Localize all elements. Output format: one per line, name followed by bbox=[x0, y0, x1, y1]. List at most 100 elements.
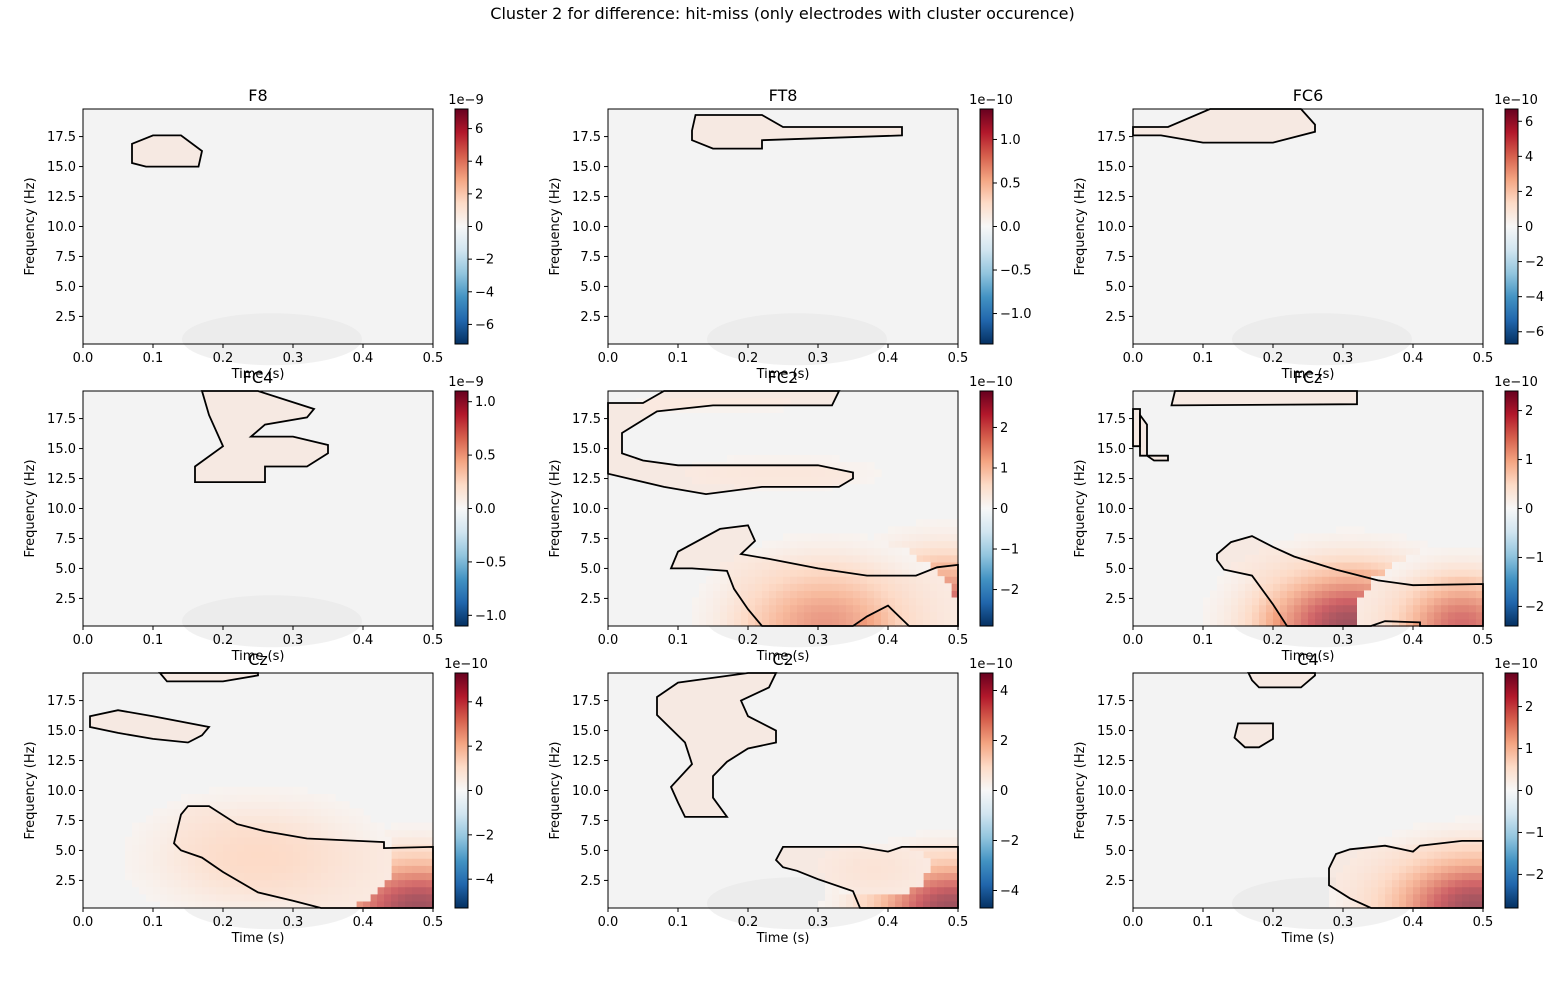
heatmap-cell bbox=[867, 879, 875, 888]
heatmap-cell bbox=[1315, 561, 1323, 570]
heatmap-cell bbox=[1336, 618, 1344, 627]
heatmap-cell bbox=[1399, 604, 1407, 613]
heatmap-cell bbox=[937, 554, 945, 563]
heatmap-cell bbox=[391, 872, 399, 881]
heatmap-cell bbox=[692, 469, 700, 478]
heatmap-cell bbox=[202, 808, 210, 817]
heatmap-cell bbox=[181, 872, 189, 881]
heatmap-cell bbox=[1399, 554, 1407, 563]
heatmap-cell bbox=[944, 865, 952, 873]
heatmap-cell bbox=[146, 865, 154, 873]
heatmap-cell bbox=[790, 469, 798, 478]
heatmap-cell bbox=[1371, 590, 1379, 599]
heatmap-cell bbox=[202, 801, 210, 809]
heatmap-cell bbox=[699, 604, 707, 613]
heatmap-cell bbox=[741, 569, 749, 577]
heatmap-cell bbox=[916, 836, 924, 845]
heatmap-cell bbox=[265, 858, 273, 866]
heatmap-cell bbox=[1357, 879, 1365, 888]
heatmap-cell bbox=[678, 398, 686, 406]
heatmap-cell bbox=[1469, 851, 1477, 859]
heatmap-cell bbox=[286, 836, 294, 845]
heatmap-cell bbox=[244, 808, 252, 817]
colorbar bbox=[1504, 108, 1519, 345]
heatmap-cell bbox=[426, 829, 434, 838]
heatmap-cell bbox=[286, 872, 294, 881]
heatmap-cell bbox=[783, 576, 791, 584]
heatmap-cell bbox=[209, 879, 217, 888]
heatmap-cell bbox=[741, 554, 749, 563]
heatmap-cell bbox=[727, 405, 735, 413]
heatmap-cell bbox=[888, 851, 896, 859]
heatmap-background bbox=[83, 109, 433, 344]
heatmap-cell bbox=[874, 851, 882, 859]
heatmap-cell bbox=[1448, 554, 1456, 563]
heatmap-cell bbox=[1476, 893, 1484, 902]
y-tick-label: 10.0 bbox=[1097, 220, 1126, 235]
heatmap-cell bbox=[342, 865, 350, 873]
heatmap-cell bbox=[1336, 590, 1344, 599]
heatmap-cell bbox=[1434, 851, 1442, 859]
heatmap-cell bbox=[839, 893, 847, 902]
heatmap-cell bbox=[1252, 590, 1260, 599]
heatmap-cell bbox=[1294, 604, 1302, 613]
heatmap-cell bbox=[160, 808, 168, 817]
heatmap-cell bbox=[720, 590, 728, 599]
heatmap-cell bbox=[146, 872, 154, 881]
heatmap-cell bbox=[258, 836, 266, 845]
heatmap-cell bbox=[909, 554, 917, 563]
heatmap-cell bbox=[174, 851, 182, 859]
heatmap-cell bbox=[769, 590, 777, 599]
heatmap-cell bbox=[776, 590, 784, 599]
heatmap-cell bbox=[1413, 547, 1421, 556]
heatmap-cell bbox=[846, 469, 854, 478]
heatmap-cell bbox=[1322, 547, 1330, 556]
heatmap-cell bbox=[398, 893, 406, 902]
colorbar-tick-label: 4 bbox=[475, 695, 483, 710]
heatmap-cell bbox=[860, 476, 868, 485]
heatmap-cell bbox=[181, 808, 189, 817]
heatmap-cell bbox=[363, 843, 371, 852]
heatmap-cell bbox=[1420, 829, 1428, 838]
y-tick-label: 15.0 bbox=[1097, 724, 1126, 739]
heatmap-cell bbox=[1448, 865, 1456, 873]
colorbar-tick-label: 0 bbox=[1525, 220, 1533, 235]
heatmap-cell bbox=[1441, 554, 1449, 563]
heatmap-cell bbox=[356, 822, 364, 831]
heatmap-cell bbox=[1441, 597, 1449, 606]
heatmap-cell bbox=[1455, 858, 1463, 866]
heatmap-cell bbox=[1413, 822, 1421, 831]
heatmap-cell bbox=[853, 886, 861, 895]
heatmap-cell bbox=[748, 405, 756, 413]
heatmap-cell bbox=[1280, 583, 1288, 591]
heatmap-cell bbox=[790, 590, 798, 599]
heatmap-cell bbox=[307, 893, 315, 902]
heatmap-cell bbox=[1413, 611, 1421, 620]
heatmap-cell bbox=[1238, 583, 1246, 591]
heatmap-cell bbox=[818, 583, 826, 591]
heatmap-cell bbox=[888, 540, 896, 549]
heatmap-cell bbox=[1350, 561, 1358, 570]
subplot-title: FT8 bbox=[769, 86, 798, 105]
heatmap-cell bbox=[783, 540, 791, 549]
heatmap-cell bbox=[902, 836, 910, 845]
heatmap-cell bbox=[1378, 872, 1386, 881]
heatmap-cell bbox=[1378, 533, 1386, 542]
heatmap-cell bbox=[1399, 611, 1407, 620]
heatmap-cell bbox=[328, 808, 336, 817]
heatmap-cell bbox=[216, 829, 224, 838]
heatmap-cell bbox=[153, 851, 161, 859]
heatmap-cell bbox=[1399, 900, 1407, 909]
heatmap-cell bbox=[1406, 851, 1414, 859]
heatmap-cell bbox=[174, 865, 182, 873]
heatmap-cell bbox=[1420, 879, 1428, 888]
heatmap-cell bbox=[790, 597, 798, 606]
heatmap-cell bbox=[1378, 900, 1386, 909]
heatmap-cell bbox=[741, 583, 749, 591]
heatmap-cell bbox=[216, 900, 224, 909]
heatmap-cell bbox=[909, 858, 917, 866]
colorbar-exponent: 1e−10 bbox=[969, 657, 1013, 672]
heatmap-cell bbox=[818, 476, 826, 485]
heatmap-cell bbox=[307, 794, 315, 802]
heatmap-cell bbox=[202, 794, 210, 802]
